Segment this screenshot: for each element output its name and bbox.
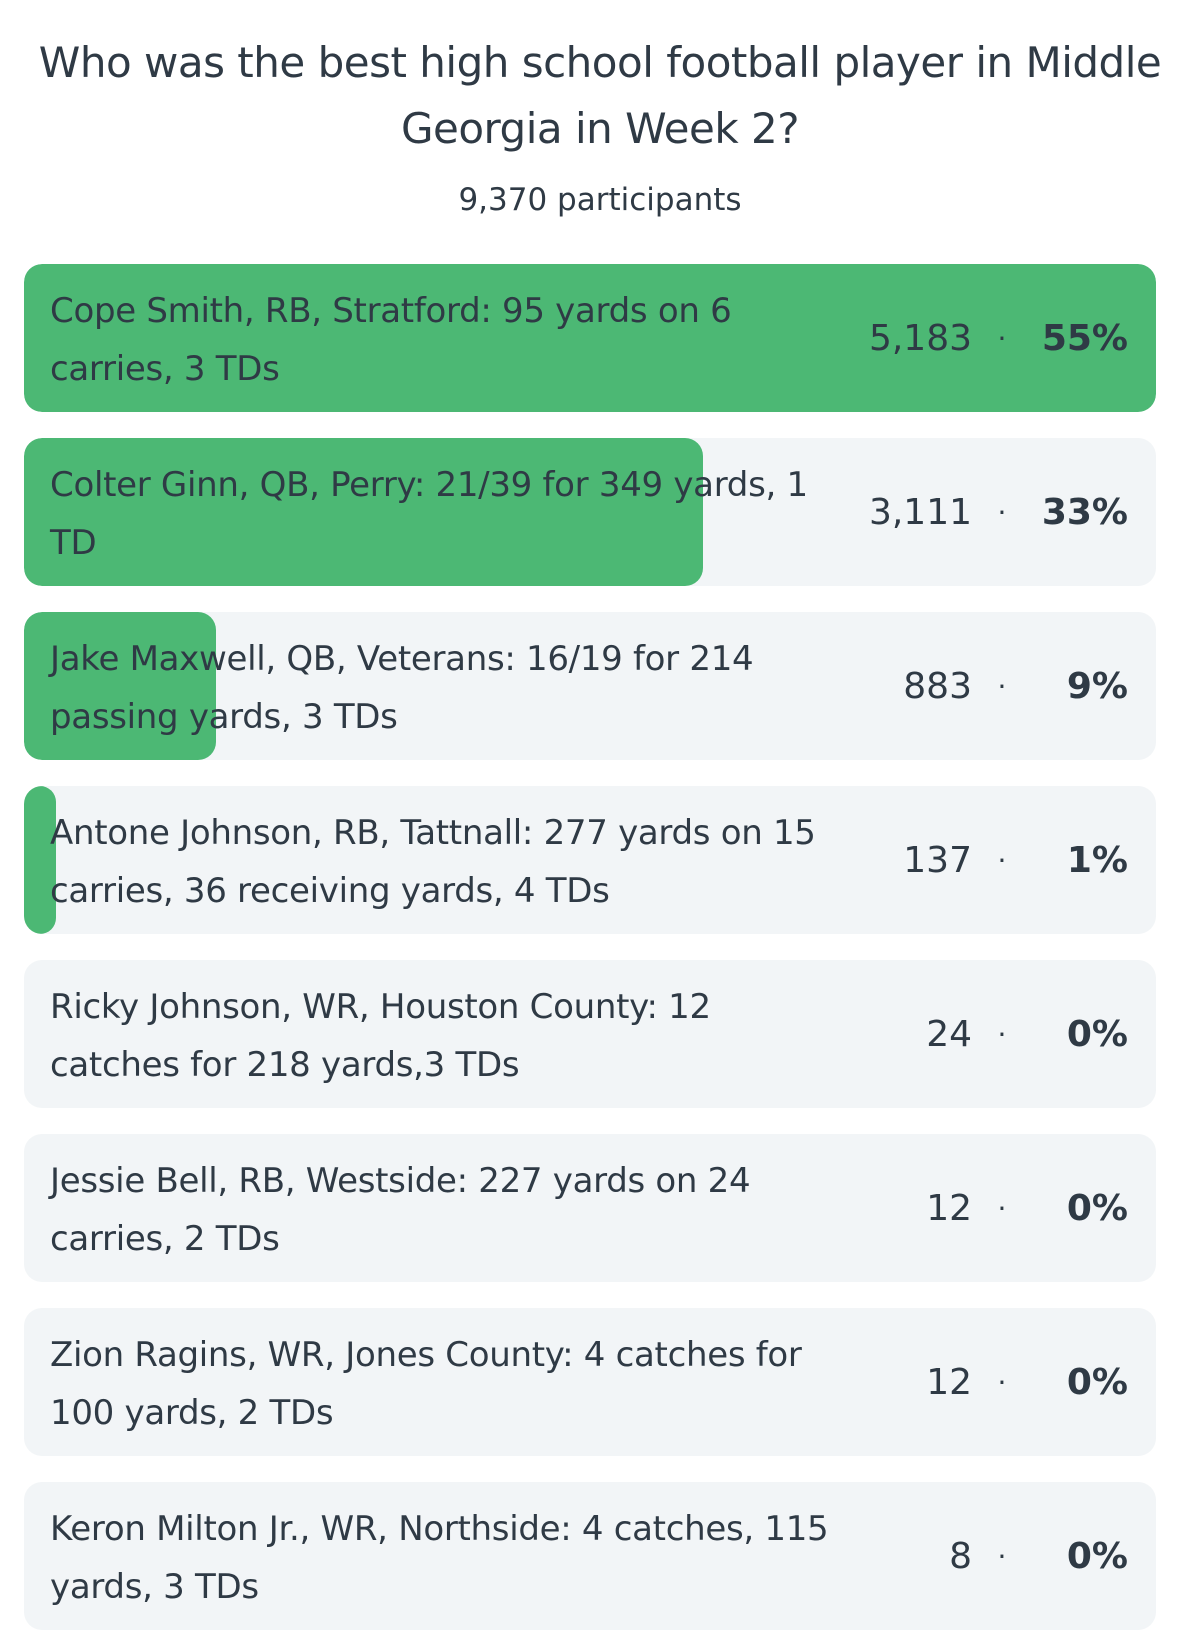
poll-option[interactable]: Cope Smith, RB, Stratford: 95 yards on 6… <box>24 264 1156 412</box>
separator-dot: · <box>997 1191 1007 1225</box>
vote-percentage: 0% <box>1066 1013 1128 1055</box>
option-label: Keron Milton Jr., WR, Northside: 4 catch… <box>50 1509 829 1607</box>
vote-percentage: 0% <box>1066 1361 1128 1403</box>
vote-count: 3,111 <box>868 491 972 533</box>
option-result: 8 · 0% <box>949 1482 1128 1630</box>
option-label: Jake Maxwell, QB, Veterans: 16/19 for 21… <box>50 639 754 737</box>
option-result: 137 · 1% <box>903 786 1128 934</box>
separator-dot: · <box>997 321 1007 355</box>
option-result: 883 · 9% <box>903 612 1128 760</box>
participant-count: 9,370 participants <box>458 182 742 218</box>
separator-dot: · <box>997 495 1007 529</box>
option-result: 12 · 0% <box>926 1308 1128 1456</box>
vote-percentage: 55% <box>1041 317 1128 359</box>
poll-title: Who was the best high school football pl… <box>38 38 1162 153</box>
option-label: Antone Johnson, RB, Tattnall: 277 yards … <box>50 813 816 911</box>
vote-percentage: 0% <box>1066 1187 1128 1229</box>
option-result: 24 · 0% <box>926 960 1128 1108</box>
vote-count: 24 <box>926 1013 972 1055</box>
vote-percentage: 1% <box>1066 839 1128 881</box>
option-result: 12 · 0% <box>926 1134 1128 1282</box>
poll-option[interactable]: Jessie Bell, RB, Westside: 227 yards on … <box>24 1134 1156 1282</box>
option-label: Cope Smith, RB, Stratford: 95 yards on 6… <box>50 291 732 389</box>
poll-option[interactable]: Antone Johnson, RB, Tattnall: 277 yards … <box>24 786 1156 934</box>
vote-count: 883 <box>903 665 972 707</box>
option-result: 5,183 · 55% <box>869 264 1128 412</box>
separator-dot: · <box>997 1539 1007 1573</box>
vote-count: 137 <box>903 839 972 881</box>
vote-percentage: 0% <box>1066 1535 1128 1577</box>
poll-options-list: Cope Smith, RB, Stratford: 95 yards on 6… <box>24 264 1176 1630</box>
option-label: Colter Ginn, QB, Perry: 21/39 for 349 ya… <box>50 465 808 563</box>
result-bar <box>24 438 704 586</box>
separator-dot: · <box>997 669 1007 703</box>
option-result: 3,111 · 33% <box>869 438 1128 586</box>
result-bar <box>24 264 1156 412</box>
poll-option[interactable]: Ricky Johnson, WR, Houston County: 12 ca… <box>24 960 1156 1108</box>
result-bar <box>24 786 56 934</box>
poll-option[interactable]: Keron Milton Jr., WR, Northside: 4 catch… <box>24 1482 1156 1630</box>
option-label: Jessie Bell, RB, Westside: 227 yards on … <box>50 1161 751 1259</box>
vote-count: 5,183 <box>868 317 972 359</box>
result-bar <box>24 612 217 760</box>
poll-option[interactable]: Colter Ginn, QB, Perry: 21/39 for 349 ya… <box>24 438 1156 586</box>
option-label: Ricky Johnson, WR, Houston County: 12 ca… <box>50 987 711 1085</box>
vote-count: 8 <box>949 1535 972 1577</box>
vote-count: 12 <box>926 1361 972 1403</box>
separator-dot: · <box>997 843 1007 877</box>
poll-option[interactable]: Jake Maxwell, QB, Veterans: 16/19 for 21… <box>24 612 1156 760</box>
vote-percentage: 9% <box>1066 665 1128 707</box>
separator-dot: · <box>997 1017 1007 1051</box>
poll-option[interactable]: Zion Ragins, WR, Jones County: 4 catches… <box>24 1308 1156 1456</box>
vote-count: 12 <box>926 1187 972 1229</box>
option-label: Zion Ragins, WR, Jones County: 4 catches… <box>50 1335 802 1433</box>
vote-percentage: 33% <box>1041 491 1128 533</box>
separator-dot: · <box>997 1365 1007 1399</box>
